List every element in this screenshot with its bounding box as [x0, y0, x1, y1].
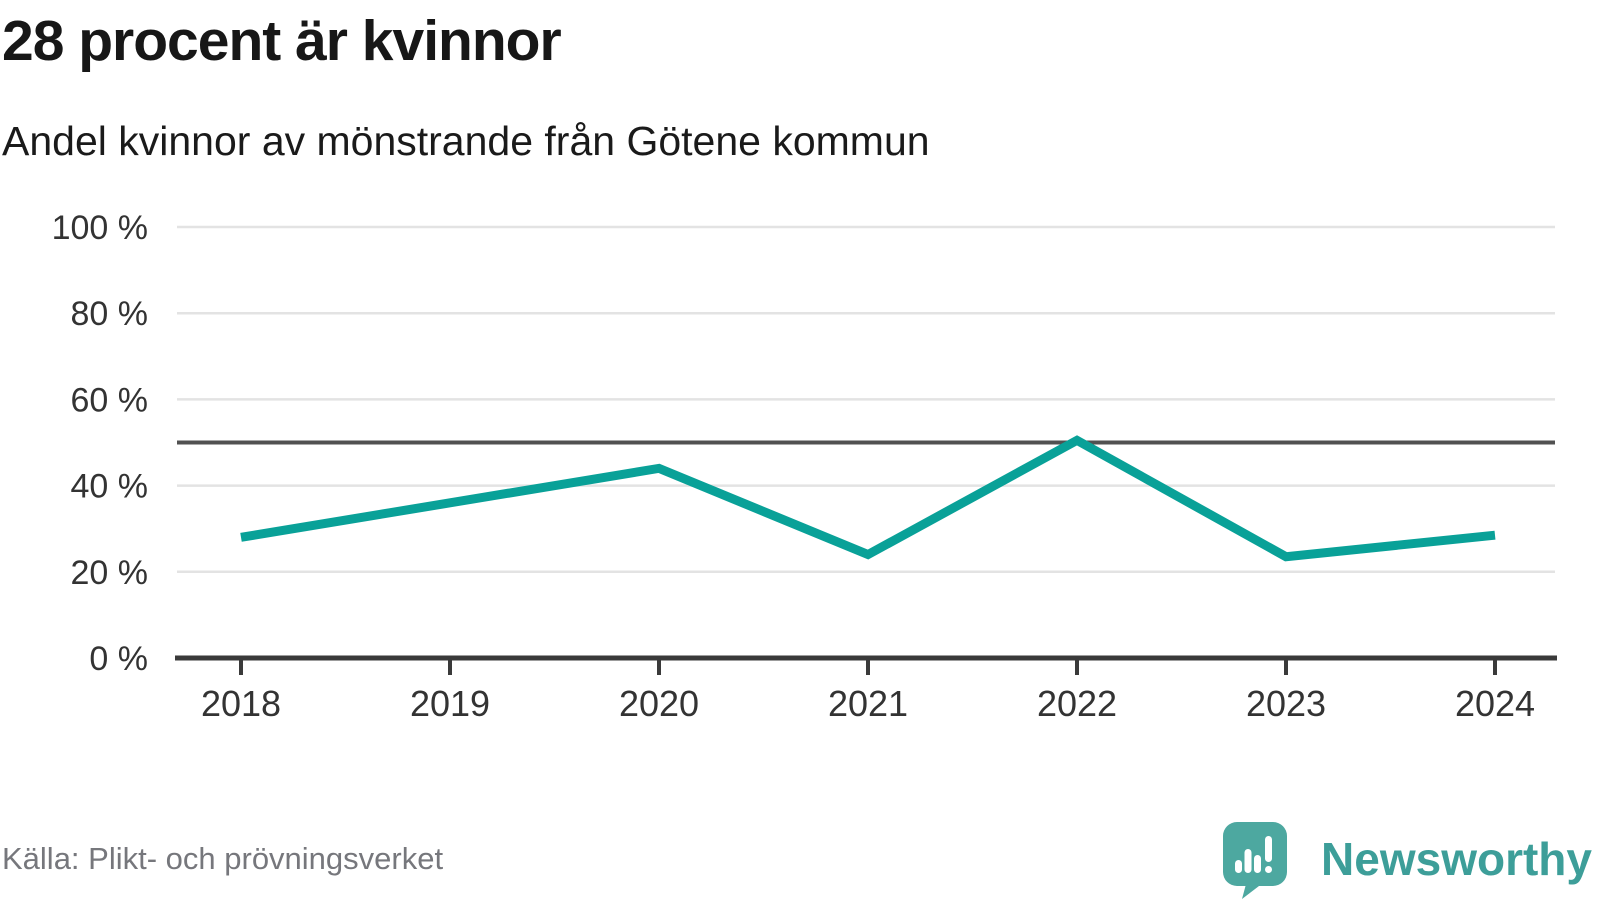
exclamation-icon-bar — [1265, 836, 1273, 862]
x-axis-tick-label: 2018 — [201, 683, 281, 724]
chart-subtitle: Andel kvinnor av mönstrande från Götene … — [2, 118, 930, 164]
newsworthy-logo: Newsworthy — [1223, 822, 1592, 899]
bar-icon-medium — [1254, 855, 1262, 873]
source-note: Källa: Plikt- och prövningsverket — [2, 841, 444, 876]
newsworthy-logo-icon — [1223, 822, 1288, 899]
x-axis-tick-label: 2020 — [619, 683, 699, 724]
x-axis-tick-label: 2022 — [1037, 683, 1117, 724]
y-axis-tick-label: 100 % — [52, 209, 148, 247]
y-axis-tick-label: 20 % — [71, 554, 149, 592]
x-axis-tick-label: 2019 — [410, 683, 490, 724]
chart-title: 28 procent är kvinnor — [2, 9, 562, 73]
x-axis-tick-label: 2023 — [1246, 683, 1326, 724]
bar-icon-small — [1235, 860, 1243, 873]
x-axis-tick-label: 2021 — [828, 683, 908, 724]
bar-icon-tall — [1244, 849, 1252, 873]
y-axis-tick-label: 60 % — [71, 381, 149, 419]
y-axis-tick-label: 0 % — [89, 640, 148, 678]
brand-wordmark: Newsworthy — [1321, 833, 1592, 885]
y-axis-tick-label: 40 % — [71, 468, 149, 506]
x-axis-tick-label: 2024 — [1455, 683, 1535, 724]
y-axis-tick-label: 80 % — [71, 295, 149, 333]
data-line-series — [240, 435, 1496, 562]
exclamation-icon-dot — [1265, 866, 1273, 873]
line-chart: 0 % 20 % 40 % 60 % 80 % 100 % 2018 2019 2020 2021… — [52, 209, 1557, 724]
